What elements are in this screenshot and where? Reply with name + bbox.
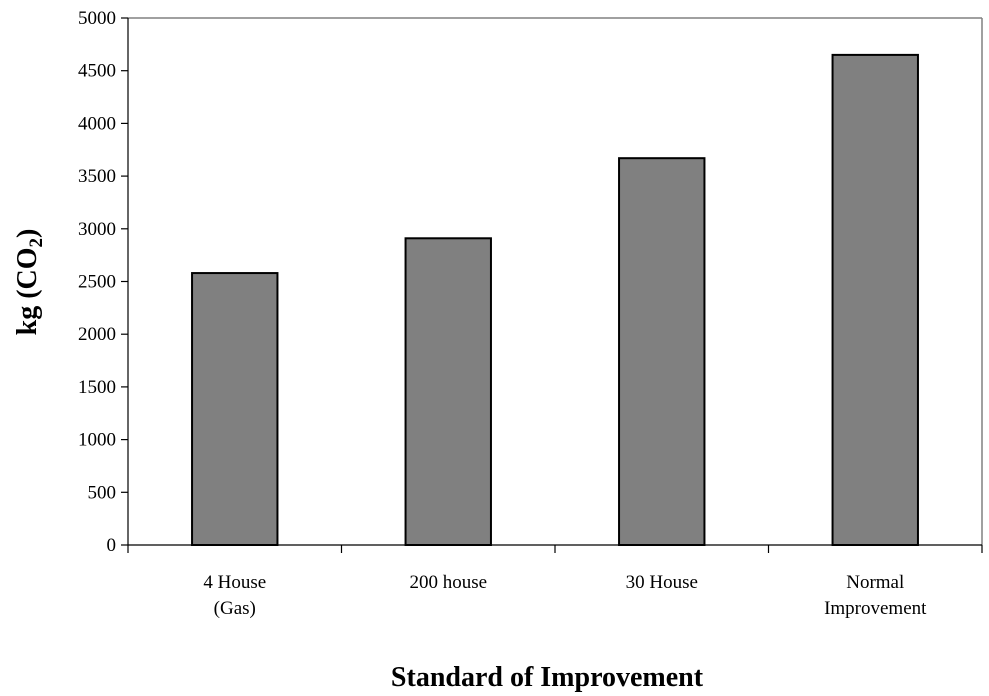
x-category-label-line: Improvement: [824, 598, 927, 619]
y-tick-label: 3500: [78, 166, 116, 187]
x-category-label: 200 house: [409, 572, 487, 593]
y-tick-label: 2000: [78, 324, 116, 345]
x-category-label: 4 House (Gas): [203, 572, 266, 619]
x-category-label: Normal Improvement: [824, 572, 927, 619]
x-category-label: 30 House: [626, 572, 698, 593]
y-tick-label: 4000: [78, 113, 116, 134]
x-axis-title: Standard of Improvement: [391, 662, 704, 693]
y-axis-title: kg (CO2): [12, 229, 47, 336]
y-axis: 0 500 1000 1500 2000 2500 3000 3500 4000 4500 5000: [78, 8, 129, 556]
y-tick-label: 1000: [78, 430, 116, 451]
bar: [618, 157, 706, 546]
x-category-label-line: 30 House: [626, 572, 698, 593]
y-tick-label: 1500: [78, 377, 116, 398]
x-category-label-line: Normal: [846, 572, 904, 593]
y-tick-label: 4500: [78, 61, 116, 82]
y-tick-label: 500: [88, 482, 117, 503]
y-tick-label: 2500: [78, 272, 116, 293]
x-category-label-line: (Gas): [214, 598, 256, 619]
y-tick-label: 3000: [78, 219, 116, 240]
x-axis: 4 House (Gas) 200 house 30 House Normal Impro…: [127, 544, 983, 619]
y-tick-label: 0: [107, 535, 117, 556]
y-tick-label: 5000: [78, 8, 116, 29]
bar: [191, 272, 279, 546]
y-axis-title-suffix: ): [12, 229, 43, 238]
y-axis-title-main: kg (CO: [12, 247, 43, 335]
y-axis-title-subscript: 2: [26, 238, 47, 248]
bar: [404, 237, 492, 546]
x-category-label-line: 4 House: [203, 572, 266, 593]
bars: [191, 53, 919, 546]
bar: [831, 53, 919, 546]
x-category-label-line: 200 house: [409, 572, 487, 593]
plot-frame: [128, 17, 983, 545]
